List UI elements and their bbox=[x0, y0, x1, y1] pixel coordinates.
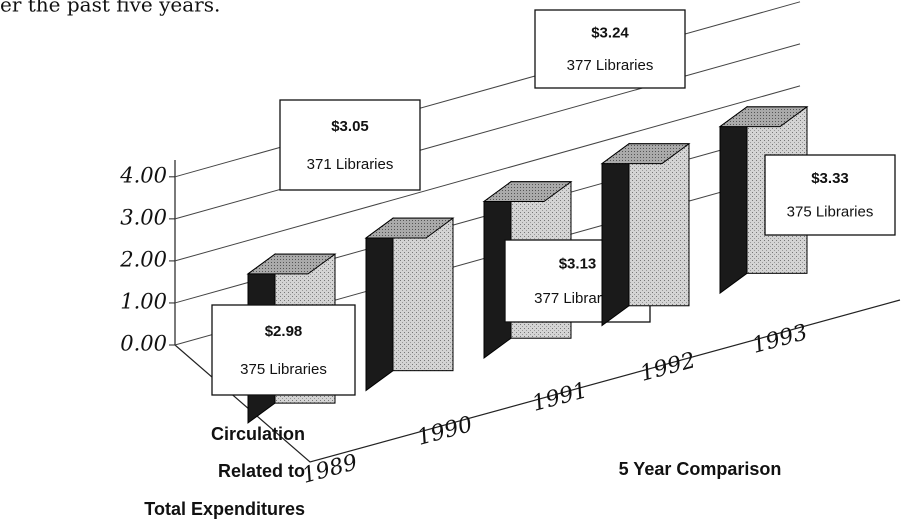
data-label: $3.05 bbox=[331, 118, 369, 135]
bar-note: 371 Libraries bbox=[307, 156, 394, 173]
title-line: Total Expenditures bbox=[144, 499, 305, 519]
label-box bbox=[279, 99, 421, 191]
bar-note: 377 Libraries bbox=[567, 57, 654, 74]
grid-line bbox=[174, 85, 801, 262]
bar-note: 375 Libraries bbox=[787, 204, 874, 221]
bar-note: 375 Libraries bbox=[240, 361, 327, 378]
grid-line bbox=[174, 1, 801, 178]
y-tick-label: 0.00 bbox=[120, 332, 167, 356]
bar-side bbox=[365, 217, 394, 392]
label-box bbox=[764, 154, 896, 236]
x-tick-label: 1993 bbox=[750, 320, 811, 359]
bar-top bbox=[718, 106, 809, 128]
bar-top bbox=[364, 217, 455, 239]
x-tick-label: 1990 bbox=[415, 412, 476, 451]
data-label: $3.33 bbox=[811, 170, 849, 187]
bar-top bbox=[246, 253, 337, 275]
title-line: Circulation bbox=[211, 424, 305, 444]
data-label: $2.98 bbox=[265, 323, 303, 340]
y-tick-label: 3.00 bbox=[120, 205, 167, 229]
page-fragment: er the past five years. bbox=[0, 0, 220, 17]
bar bbox=[628, 143, 690, 307]
label-box bbox=[534, 9, 686, 89]
y-tick-label: 4.00 bbox=[119, 163, 167, 187]
y-tick-label: 1.00 bbox=[120, 289, 167, 313]
bar bbox=[392, 217, 454, 372]
grid-line bbox=[174, 43, 801, 220]
bar-note: 377 Libraries bbox=[534, 290, 621, 307]
x-axis-title: 5 Year Comparison bbox=[619, 459, 782, 479]
bar-side bbox=[601, 142, 630, 327]
label-box bbox=[211, 304, 356, 396]
title-line: Related to bbox=[218, 461, 305, 481]
bar-top bbox=[600, 143, 691, 165]
x-tick-label: 1992 bbox=[638, 348, 699, 387]
x-tick-label: 1989 bbox=[300, 450, 361, 489]
data-label: $3.13 bbox=[559, 256, 597, 273]
x-tick-label: 1991 bbox=[530, 378, 591, 417]
bar-side bbox=[719, 105, 748, 295]
y-tick-label: 2.00 bbox=[119, 247, 167, 271]
bar-top bbox=[482, 181, 573, 203]
data-label: $3.24 bbox=[591, 24, 629, 41]
